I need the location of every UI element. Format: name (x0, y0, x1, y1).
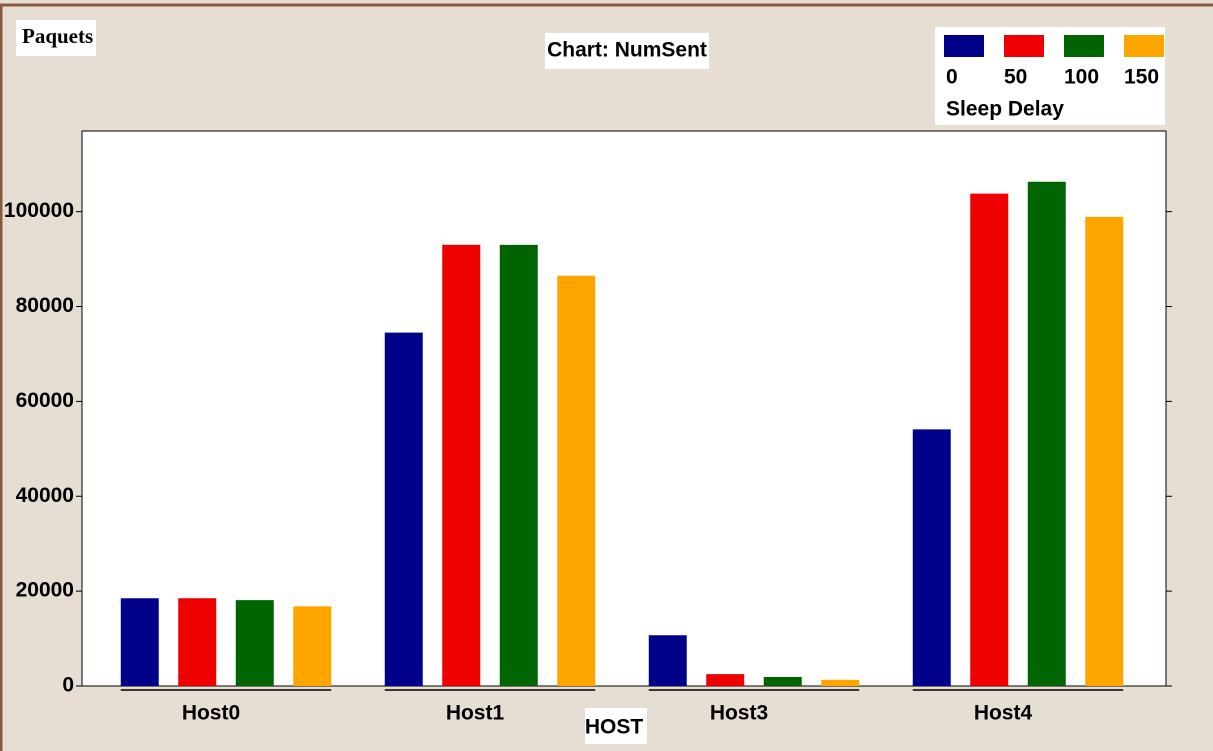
bar (120, 598, 159, 686)
bar (499, 244, 538, 686)
legend-title: Sleep Delay (946, 98, 1064, 121)
x-tick-label: Host3 (710, 702, 768, 725)
bar (706, 674, 745, 686)
y-tick-label: 40000 (16, 484, 74, 507)
x-tick-label: Host0 (182, 702, 240, 725)
legend-label: 0 (946, 66, 958, 89)
bar (384, 332, 423, 686)
bar (1085, 216, 1124, 686)
legend-label: 100 (1064, 66, 1099, 89)
bar (912, 429, 951, 686)
y-tick-label: 20000 (16, 579, 74, 602)
bar (970, 193, 1009, 686)
bar (557, 275, 596, 686)
bar (1027, 181, 1066, 686)
y-axis-label: Paquets (22, 24, 93, 48)
x-tick-label: Host1 (446, 702, 505, 725)
legend-swatch (1004, 35, 1044, 57)
legend-swatch (1064, 35, 1104, 57)
x-axis-label: HOST (585, 716, 644, 739)
bar (763, 676, 802, 686)
bar (293, 606, 332, 686)
y-tick-label: 60000 (16, 389, 74, 412)
x-label-box (585, 708, 647, 744)
bar (178, 598, 217, 686)
legend-label: 150 (1124, 66, 1159, 89)
chart-title: Chart: NumSent (547, 39, 707, 62)
x-tick-label: Host4 (974, 702, 1033, 725)
y-tick-label: 80000 (16, 294, 74, 317)
legend-swatch (944, 35, 984, 57)
title-box (545, 33, 709, 69)
y-label-box (16, 20, 96, 56)
bar (648, 635, 687, 686)
bar (821, 679, 860, 686)
bar (442, 244, 481, 686)
y-tick-label: 100000 (4, 199, 74, 222)
bar (235, 600, 274, 686)
y-tick-label: 0 (62, 674, 74, 697)
legend-label: 50 (1004, 66, 1027, 89)
legend-swatch (1124, 35, 1164, 57)
